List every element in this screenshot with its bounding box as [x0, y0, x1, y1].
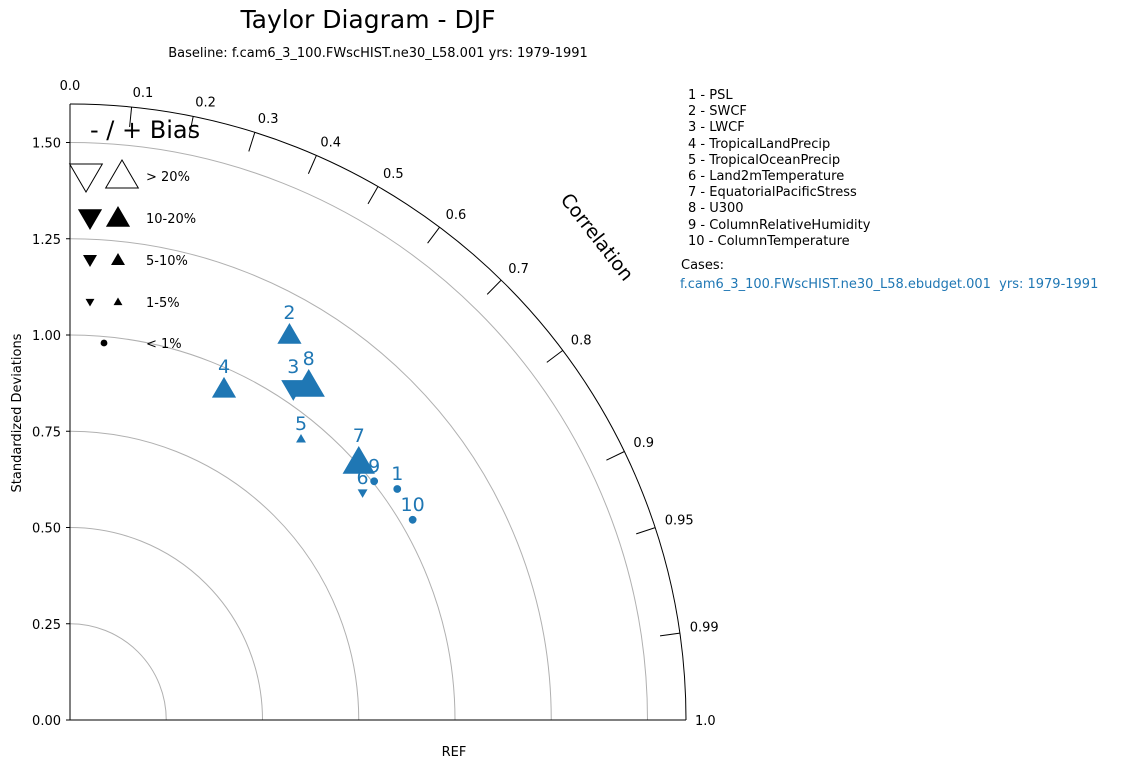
correlation-tick-label: 0.99 — [690, 621, 719, 636]
data-point — [408, 515, 417, 524]
data-point — [370, 477, 379, 486]
correlation-tick-label: 0.7 — [508, 262, 529, 277]
correlation-label: Correlation — [556, 189, 638, 285]
bias-legend-negative-marker — [83, 255, 97, 267]
variable-item: 7 - EquatorialPacificStress — [688, 185, 857, 201]
correlation-tick — [659, 632, 680, 637]
correlation-tick — [248, 132, 256, 152]
bias-legend-negative-marker — [68, 163, 104, 193]
bias-legend-positive-marker — [104, 159, 140, 189]
correlation-tick-label: 0.9 — [633, 436, 654, 451]
outer-arc — [69, 103, 687, 721]
std-arc — [69, 334, 456, 721]
data-point-label: 5 — [295, 413, 307, 435]
std-arc — [69, 623, 167, 721]
correlation-tick — [546, 349, 564, 363]
std-arc — [69, 527, 263, 721]
y-axis-label: Standardized Deviations — [10, 333, 25, 492]
chart-subtitle: Baseline: f.cam6_3_100.FWscHIST.ne30_L58… — [168, 46, 588, 61]
correlation-tick-label: 0.3 — [258, 112, 279, 127]
bias-legend-positive-marker — [105, 206, 131, 227]
y-tick-label: 0.00 — [32, 714, 61, 729]
variable-item: 1 - PSL — [688, 88, 733, 103]
bias-legend-label: < 1% — [146, 337, 182, 352]
chart-title: Taylor Diagram - DJF — [240, 5, 496, 34]
variable-item: 9 - ColumnRelativeHumidity — [688, 217, 871, 233]
variable-item: 5 - TropicalOceanPrecip — [688, 152, 841, 168]
data-point-label: 10 — [401, 494, 425, 516]
correlation-tick-label: 0.6 — [446, 208, 467, 223]
y-tick-label: 0.75 — [32, 425, 61, 440]
bias-legend-label: 5-10% — [146, 254, 188, 269]
x-axis-label: REF — [442, 745, 467, 760]
bias-legend-title: - / + Bias — [90, 116, 200, 144]
case-name: f.cam6_3_100.FWscHIST.ne30_L58.ebudget.0… — [680, 277, 1099, 292]
cases-label: Cases: — [681, 258, 724, 273]
data-point — [296, 433, 306, 443]
data-point-label: 8 — [303, 348, 315, 370]
correlation-tick-label: 0.2 — [195, 96, 216, 111]
variable-item: 4 - TropicalLandPrecip — [688, 136, 831, 152]
correlation-tick — [129, 107, 133, 128]
y-tick-label: 0.25 — [32, 618, 61, 633]
data-point — [342, 446, 375, 474]
data-point — [277, 323, 302, 344]
bias-legend-dot-marker — [100, 339, 108, 347]
variable-list: 1 - PSL 2 - SWCF 3 - LWCF 4 - TropicalLa… — [688, 88, 870, 250]
variable-item: 10 - ColumnTemperature — [688, 233, 850, 249]
data-point-label: 1 — [391, 463, 403, 485]
y-tick-label: 0.50 — [32, 522, 61, 537]
std-arc — [69, 238, 552, 721]
std-arc — [69, 430, 360, 721]
correlation-tick — [188, 116, 194, 137]
bias-legend-negative-marker — [85, 298, 95, 307]
bias-legend-positive-marker — [113, 297, 123, 306]
y-tick-label: 1.25 — [32, 233, 61, 248]
data-point — [211, 376, 237, 398]
y-tick-label: 1.50 — [32, 137, 61, 152]
correlation-tick-label: 0.8 — [571, 333, 592, 348]
bias-legend-positive-marker — [111, 253, 125, 265]
variable-item: 2 - SWCF — [688, 104, 747, 120]
variable-item: 3 - LWCF — [688, 120, 745, 136]
data-point — [393, 485, 402, 493]
correlation-tick — [486, 279, 502, 295]
y-tick-label: 1.00 — [32, 329, 61, 344]
correlation-tick — [367, 186, 379, 205]
data-point — [357, 489, 368, 498]
correlation-tick-label: 0.95 — [665, 514, 694, 529]
variable-item: 8 - U300 — [688, 201, 744, 217]
bias-legend-label: 1-5% — [146, 296, 180, 311]
bias-legend-negative-marker — [77, 209, 103, 230]
correlation-tick-label: 1.0 — [695, 714, 716, 729]
std-arc — [69, 142, 648, 721]
bias-legend-label: 10-20% — [146, 212, 196, 227]
data-point-label: 2 — [283, 302, 295, 324]
data-point — [292, 369, 325, 397]
correlation-tick-label: 0.4 — [320, 135, 341, 150]
data-point-label: 3 — [287, 356, 299, 378]
correlation-tick — [307, 155, 317, 174]
data-point-label: 7 — [353, 425, 365, 447]
data-point-label: 4 — [218, 356, 230, 378]
data-point-label: 9 — [368, 455, 380, 477]
correlation-tick-label: 0.1 — [133, 86, 154, 101]
correlation-tick — [427, 226, 441, 244]
correlation-tick — [636, 527, 656, 535]
variable-item: 6 - Land2mTemperature — [688, 169, 845, 185]
correlation-tick-label: 0.5 — [383, 167, 404, 182]
correlation-tick — [606, 451, 625, 461]
bias-legend-label: > 20% — [146, 170, 190, 185]
correlation-tick-label: 0.0 — [60, 79, 81, 94]
